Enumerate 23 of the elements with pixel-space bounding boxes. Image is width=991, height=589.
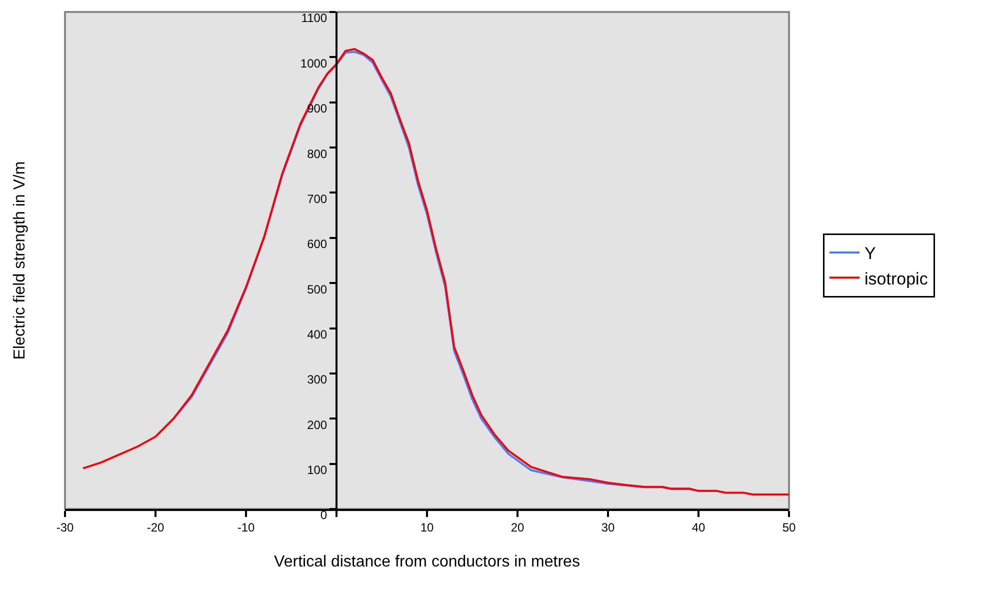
y-tick-label: 600 [307,237,328,252]
y-tick-label: 500 [307,282,328,296]
y-tick-label: 200 [307,418,328,432]
legend-label: Y [864,244,876,264]
legend-label: isotropic [864,269,928,288]
y-tick-label: 100 [307,463,328,478]
x-tick-label: -10 [237,520,255,534]
x-tick-label: 50 [782,520,796,534]
y-tick-label: 1100 [301,11,328,26]
x-tick-label: -20 [146,520,164,534]
x-tick-label: 20 [510,520,524,534]
x-tick-label: -30 [56,520,74,534]
y-tick-label: 0 [320,508,328,522]
y-tick-label: 800 [307,146,328,161]
x-axis-title: Vertical distance from conductors in metres [274,554,580,571]
y-axis-title: Electric field strength in V/m [12,161,29,360]
x-tick-label: 40 [692,520,706,534]
x-tick-label: 10 [420,520,434,534]
x-tick-label: 30 [601,520,615,534]
y-tick-label: 1000 [300,56,328,70]
y-tick-label: 300 [307,372,328,387]
y-tick-label: 700 [307,192,328,206]
y-tick-label: 400 [307,327,328,342]
